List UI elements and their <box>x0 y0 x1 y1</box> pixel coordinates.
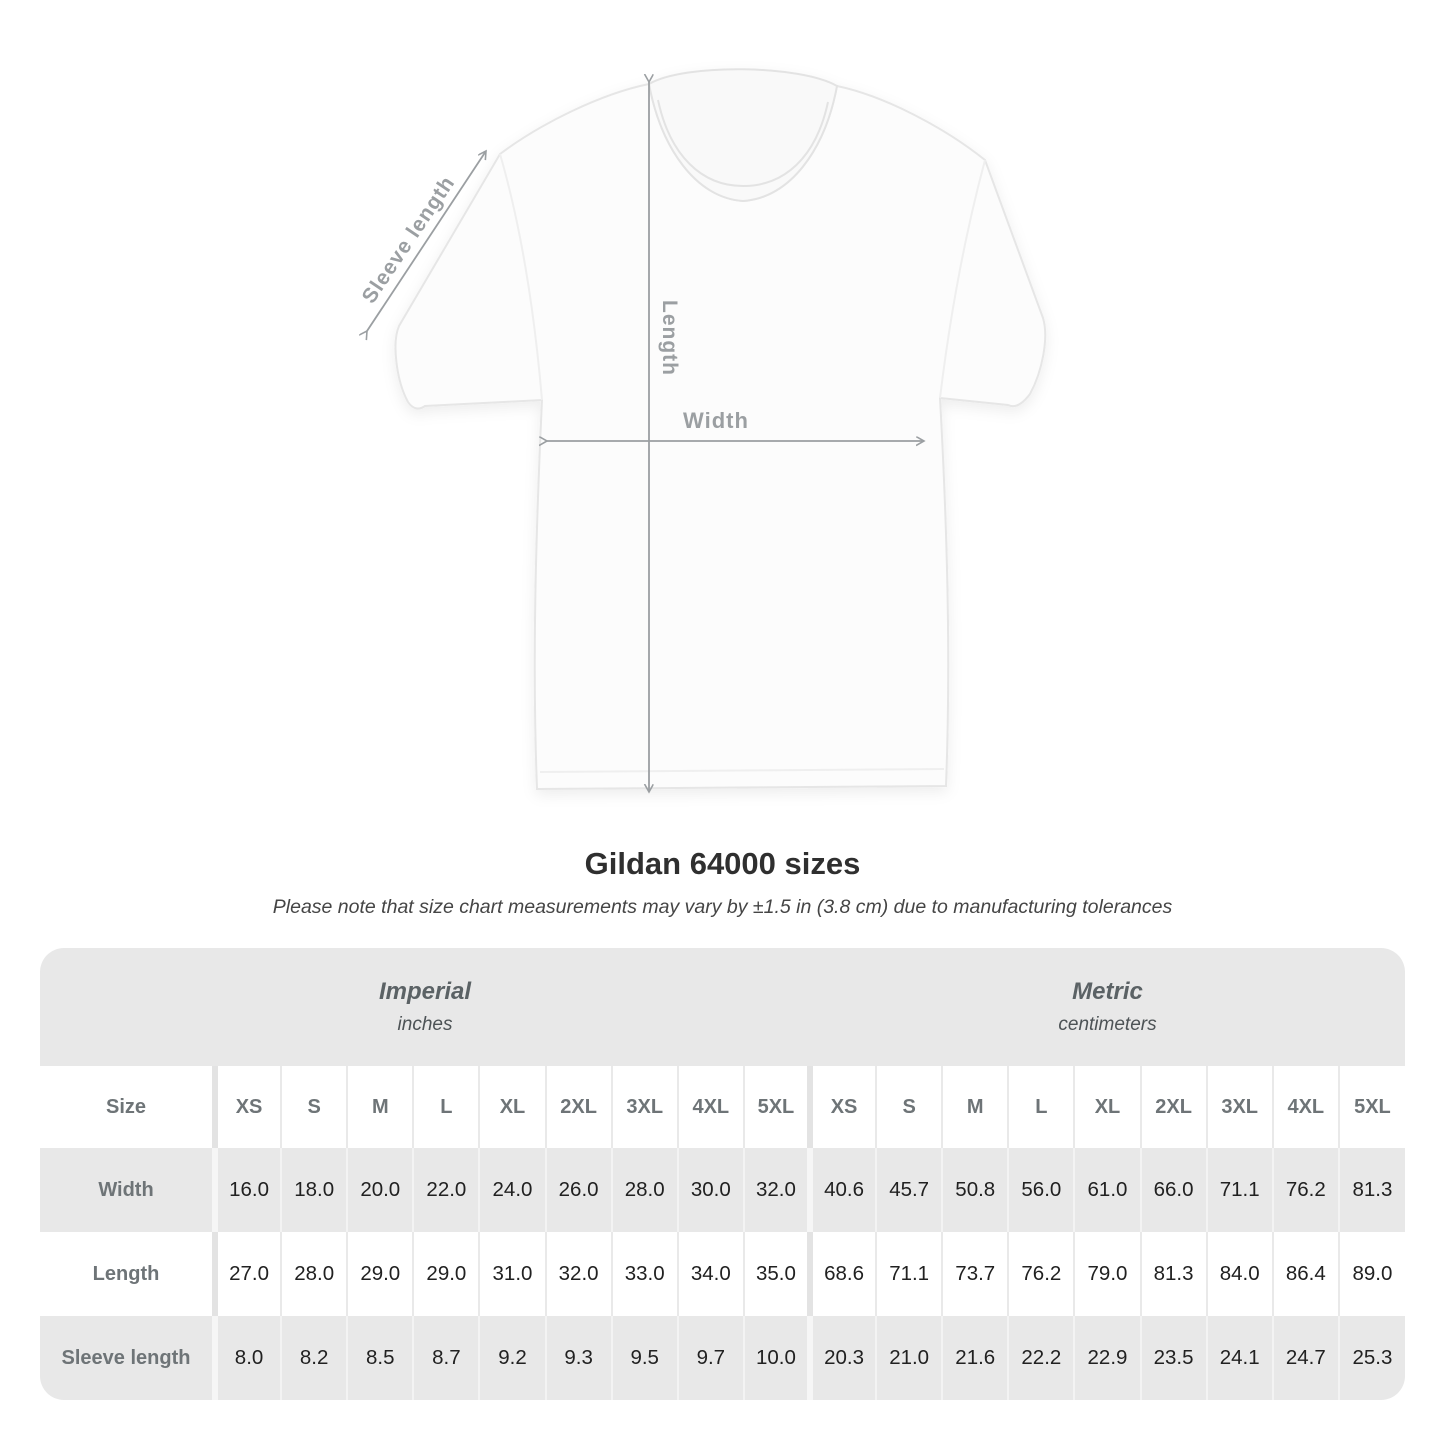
page-title: Gildan 64000 sizes <box>584 846 861 881</box>
size-col-header: XL <box>1073 1066 1141 1148</box>
size-col-header: 4XL <box>676 1066 744 1148</box>
table-cell: 9.3 <box>544 1316 612 1400</box>
size-col-header: M <box>941 1066 1009 1148</box>
table-cell: 22.0 <box>412 1148 480 1232</box>
size-col-header: 3XL <box>610 1066 678 1148</box>
table-cell: 89.0 <box>1337 1232 1405 1316</box>
size-column-header: Size <box>40 1066 215 1148</box>
table-row: Sleeve length 8.0 8.2 8.5 8.7 9.2 9.3 9.5 9.7 10.… <box>40 1316 1405 1400</box>
size-col-header: 3XL <box>1205 1066 1273 1148</box>
size-col-header: S <box>875 1066 943 1148</box>
size-chart-table: Imperial inches Metric centimeters Size … <box>40 948 1405 1400</box>
size-col-header: L <box>1007 1066 1075 1148</box>
table-cell: 28.0 <box>610 1148 678 1232</box>
metric-label: Metric <box>1072 978 1143 1005</box>
table-cell: 35.0 <box>742 1232 810 1316</box>
table-cell: 50.8 <box>941 1148 1009 1232</box>
size-col-header: 4XL <box>1271 1066 1339 1148</box>
imperial-unit: inches <box>397 1014 453 1035</box>
table-cell: 31.0 <box>478 1232 546 1316</box>
table-cell: 45.7 <box>875 1148 943 1232</box>
table-cell: 21.6 <box>941 1316 1009 1400</box>
table-cell: 76.2 <box>1271 1148 1339 1232</box>
tolerance-note: Please note that size chart measurements… <box>272 896 1173 918</box>
length-label: Length <box>658 300 681 376</box>
size-col-header: L <box>412 1066 480 1148</box>
table-cell: 33.0 <box>610 1232 678 1316</box>
table-cell: 76.2 <box>1007 1232 1075 1316</box>
tshirt-graphic <box>340 68 1047 830</box>
table-cell: 81.3 <box>1337 1148 1405 1232</box>
table-cell: 9.7 <box>676 1316 744 1400</box>
row-label: Length <box>40 1232 215 1316</box>
size-col-header: 5XL <box>742 1066 810 1148</box>
table-cell: 81.3 <box>1139 1232 1207 1316</box>
table-cell: 18.0 <box>280 1148 348 1232</box>
size-col-header: 5XL <box>1337 1066 1405 1148</box>
table-cell: 29.0 <box>346 1232 414 1316</box>
table-cell: 8.0 <box>211 1316 282 1400</box>
table-cell: 71.1 <box>875 1232 943 1316</box>
table-cell: 66.0 <box>1139 1148 1207 1232</box>
size-col-header: XS <box>806 1066 877 1148</box>
table-cell: 71.1 <box>1205 1148 1273 1232</box>
table-cell: 84.0 <box>1205 1232 1273 1316</box>
size-col-header: S <box>280 1066 348 1148</box>
size-col-header: XS <box>211 1066 282 1148</box>
table-cell: 10.0 <box>742 1316 810 1400</box>
table-cell: 22.2 <box>1007 1316 1075 1400</box>
size-col-header: 2XL <box>544 1066 612 1148</box>
table-cell: 79.0 <box>1073 1232 1141 1316</box>
table-cell: 86.4 <box>1271 1232 1339 1316</box>
table-cell: 73.7 <box>941 1232 1009 1316</box>
table-cell: 27.0 <box>211 1232 282 1316</box>
table-cell: 24.0 <box>478 1148 546 1232</box>
table-cell: 40.6 <box>806 1148 877 1232</box>
table-cell: 61.0 <box>1073 1148 1141 1232</box>
table-cell: 29.0 <box>412 1232 480 1316</box>
table-cell: 25.3 <box>1337 1316 1405 1400</box>
table-cell: 26.0 <box>544 1148 612 1232</box>
shirt-diagram: Sleeve length Length Width <box>340 50 1100 830</box>
table-cell: 32.0 <box>742 1148 810 1232</box>
metric-section-header: Metric centimeters <box>809 948 1405 1066</box>
sleeve-length-arrow <box>367 151 486 331</box>
table-cell: 21.0 <box>875 1316 943 1400</box>
table-cell: 9.5 <box>610 1316 678 1400</box>
table-cell: 8.5 <box>346 1316 414 1400</box>
table-cell: 23.5 <box>1139 1316 1207 1400</box>
width-label: Width <box>683 408 749 433</box>
table-cell: 24.1 <box>1205 1316 1273 1400</box>
size-col-header: 2XL <box>1139 1066 1207 1148</box>
table-row: Width 16.0 18.0 20.0 22.0 24.0 26.0 28.0 30.0 32.… <box>40 1148 1405 1232</box>
table-cell: 22.9 <box>1073 1316 1141 1400</box>
table-cell: 8.7 <box>412 1316 480 1400</box>
table-cell: 68.6 <box>806 1232 877 1316</box>
table-cell: 16.0 <box>211 1148 282 1232</box>
table-cell: 9.2 <box>478 1316 546 1400</box>
imperial-label: Imperial <box>378 978 472 1005</box>
size-col-header: M <box>346 1066 414 1148</box>
table-cell: 32.0 <box>544 1232 612 1316</box>
table-cell: 20.3 <box>806 1316 877 1400</box>
size-col-header: XL <box>478 1066 546 1148</box>
table-cell: 24.7 <box>1271 1316 1339 1400</box>
table-cell: 8.2 <box>280 1316 348 1400</box>
table-cell: 30.0 <box>676 1148 744 1232</box>
imperial-section-header: Imperial inches <box>40 948 810 1066</box>
row-label: Width <box>40 1148 215 1232</box>
table-cell: 56.0 <box>1007 1148 1075 1232</box>
metric-unit: centimeters <box>1058 1014 1157 1035</box>
table-cell: 28.0 <box>280 1232 348 1316</box>
table-row: Length 27.0 28.0 29.0 29.0 31.0 32.0 33.0 34.0 35… <box>40 1232 1405 1316</box>
table-cell: 20.0 <box>346 1148 414 1232</box>
table-cell: 34.0 <box>676 1232 744 1316</box>
row-label: Sleeve length <box>40 1316 215 1400</box>
